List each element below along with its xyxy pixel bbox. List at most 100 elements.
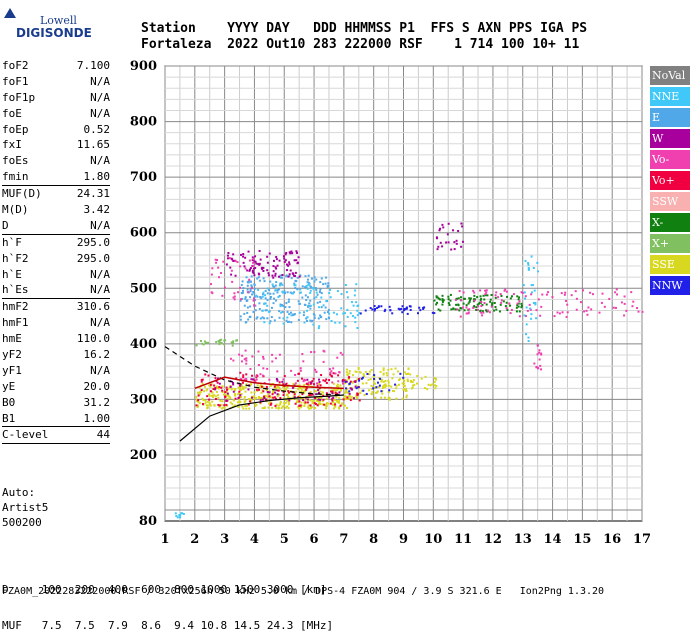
echo-point bbox=[433, 299, 436, 302]
echo-point bbox=[308, 398, 311, 401]
echo-point bbox=[327, 316, 330, 319]
echo-point bbox=[259, 317, 262, 320]
echo-point bbox=[371, 308, 374, 311]
echo-point bbox=[439, 309, 442, 312]
y-tick-label: 700 bbox=[130, 170, 157, 185]
echo-point bbox=[405, 394, 408, 397]
echo-point bbox=[474, 298, 477, 301]
echo-point bbox=[232, 260, 235, 263]
echo-point bbox=[372, 387, 375, 390]
echo-point bbox=[305, 388, 308, 391]
footer-file-info: FZA0M_2022283222000.RSF / 320fx256h 50 k… bbox=[2, 586, 605, 597]
echo-point bbox=[322, 398, 325, 401]
x-tick-label: 17 bbox=[633, 532, 651, 547]
echo-point bbox=[206, 388, 209, 391]
echo-point bbox=[623, 314, 626, 317]
echo-point bbox=[272, 292, 275, 295]
echo-point bbox=[232, 383, 235, 386]
echo-point bbox=[524, 315, 527, 318]
echo-point bbox=[401, 397, 404, 400]
echo-point bbox=[258, 279, 261, 282]
echo-point bbox=[331, 390, 334, 393]
echo-point bbox=[288, 306, 291, 309]
echo-point bbox=[195, 404, 198, 407]
echo-point bbox=[461, 225, 464, 228]
echo-point bbox=[540, 353, 543, 356]
echo-point bbox=[305, 285, 308, 288]
echo-point bbox=[247, 291, 250, 294]
echo-point bbox=[260, 391, 263, 394]
echo-point bbox=[333, 407, 336, 410]
echo-point bbox=[254, 298, 257, 301]
echo-point bbox=[239, 389, 242, 392]
echo-point bbox=[374, 382, 377, 385]
echo-point bbox=[292, 395, 295, 398]
echo-point bbox=[357, 377, 360, 380]
echo-point bbox=[263, 302, 266, 305]
echo-point bbox=[489, 300, 492, 303]
echo-point bbox=[281, 405, 284, 408]
echo-point bbox=[395, 387, 398, 390]
echo-point bbox=[360, 389, 363, 392]
echo-point bbox=[327, 308, 330, 311]
echo-point bbox=[315, 399, 318, 402]
echo-point bbox=[343, 394, 346, 397]
echo-point bbox=[232, 399, 235, 402]
echo-point bbox=[327, 284, 330, 287]
echo-point bbox=[313, 297, 316, 300]
echo-point bbox=[379, 370, 382, 373]
param-row: yF2 16.2 bbox=[2, 347, 110, 363]
echo-point bbox=[358, 379, 361, 382]
param-key: hmE bbox=[2, 332, 22, 346]
param-value: 20.0 bbox=[83, 379, 111, 393]
echo-point bbox=[279, 305, 282, 308]
echo-point bbox=[493, 309, 496, 312]
echo-point bbox=[498, 310, 501, 313]
echo-point bbox=[247, 398, 250, 401]
echo-point bbox=[233, 404, 236, 407]
echo-point bbox=[359, 312, 362, 315]
echo-point bbox=[401, 311, 404, 314]
echo-point bbox=[274, 274, 277, 277]
echo-point bbox=[272, 265, 275, 268]
echo-point bbox=[575, 297, 578, 300]
echo-point bbox=[277, 288, 280, 291]
echo-point bbox=[255, 317, 258, 320]
echo-point bbox=[256, 295, 259, 298]
echo-point bbox=[297, 386, 300, 389]
param-row: h`Es N/A bbox=[2, 282, 110, 298]
echo-point bbox=[426, 388, 429, 391]
echo-point bbox=[405, 389, 408, 392]
echo-point bbox=[479, 289, 482, 292]
echo-point bbox=[221, 400, 224, 403]
echo-point bbox=[325, 378, 328, 381]
echo-point bbox=[346, 387, 349, 390]
echo-point bbox=[266, 299, 269, 302]
echo-point bbox=[278, 310, 281, 313]
echo-point bbox=[527, 263, 530, 266]
echo-point bbox=[293, 396, 296, 399]
echo-point bbox=[320, 277, 323, 280]
echo-point bbox=[306, 319, 309, 322]
echo-point bbox=[441, 223, 444, 226]
echo-point bbox=[313, 402, 316, 405]
echo-point bbox=[547, 291, 550, 294]
echo-point bbox=[315, 370, 318, 373]
echo-point bbox=[231, 405, 234, 408]
echo-point bbox=[338, 396, 341, 399]
param-value: N/A bbox=[90, 283, 110, 297]
echo-point bbox=[480, 305, 483, 308]
echo-point bbox=[317, 382, 320, 385]
echo-point bbox=[342, 398, 345, 401]
echo-point bbox=[478, 302, 481, 305]
echo-point bbox=[313, 397, 316, 400]
echo-point bbox=[388, 396, 391, 399]
echo-point bbox=[251, 396, 254, 399]
echo-point bbox=[267, 310, 270, 313]
echo-point bbox=[197, 399, 200, 402]
echo-point bbox=[317, 400, 320, 403]
echo-point bbox=[210, 273, 213, 276]
echo-point bbox=[527, 336, 530, 339]
echo-point bbox=[614, 291, 617, 294]
echo-point bbox=[372, 381, 375, 384]
